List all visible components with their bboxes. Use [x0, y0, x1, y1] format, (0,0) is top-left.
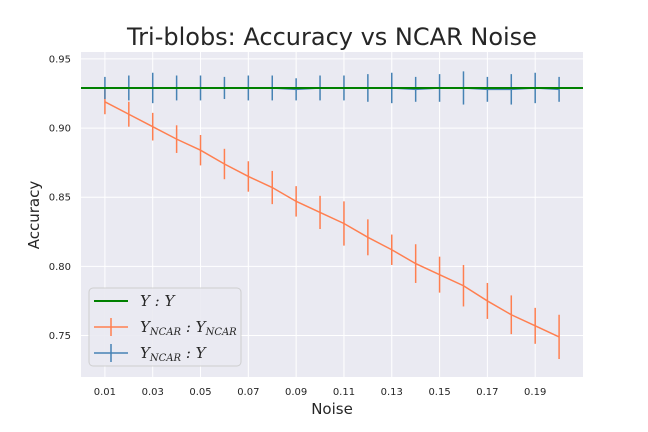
y-axis-label: Accuracy	[25, 181, 43, 250]
data-marks	[81, 71, 583, 360]
x-axis-label: Noise	[311, 400, 353, 418]
legend-label: YNCAR : YNCAR	[140, 318, 237, 338]
y-tick-label: 0.80	[49, 262, 71, 273]
x-tick-label: 0.17	[476, 387, 498, 398]
x-tick-label: 0.19	[524, 387, 546, 398]
x-tick-label: 0.03	[142, 387, 164, 398]
y-tick-label: 0.75	[49, 331, 71, 342]
legend-box	[88, 287, 242, 367]
legend-label: Y : Y	[140, 292, 176, 310]
chart-title: Tri-blobs: Accuracy vs NCAR Noise	[126, 23, 537, 51]
series-group	[104, 89, 560, 360]
y-tick-label: 0.90	[49, 124, 71, 135]
grid	[81, 52, 583, 377]
x-tick-label: 0.11	[333, 387, 355, 398]
y-tick-label: 0.85	[49, 193, 71, 204]
x-tick-label: 0.15	[428, 387, 450, 398]
x-tick-label: 0.07	[237, 387, 259, 398]
legend: Y : Y YNCAR : YNCAR YNCAR : Y	[88, 287, 242, 367]
tick-labels: 0.01 0.03 0.05 0.07 0.09 0.11 0.13 0.15 0.17 0.19…	[49, 54, 547, 398]
x-tick-label: 0.13	[381, 387, 403, 398]
legend-label: YNCAR : Y	[140, 344, 208, 364]
y-tick-label: 0.95	[49, 54, 71, 65]
x-tick-label: 0.05	[189, 387, 211, 398]
x-tick-label: 0.09	[285, 387, 307, 398]
x-tick-label: 0.01	[94, 387, 116, 398]
series-line	[104, 101, 560, 338]
